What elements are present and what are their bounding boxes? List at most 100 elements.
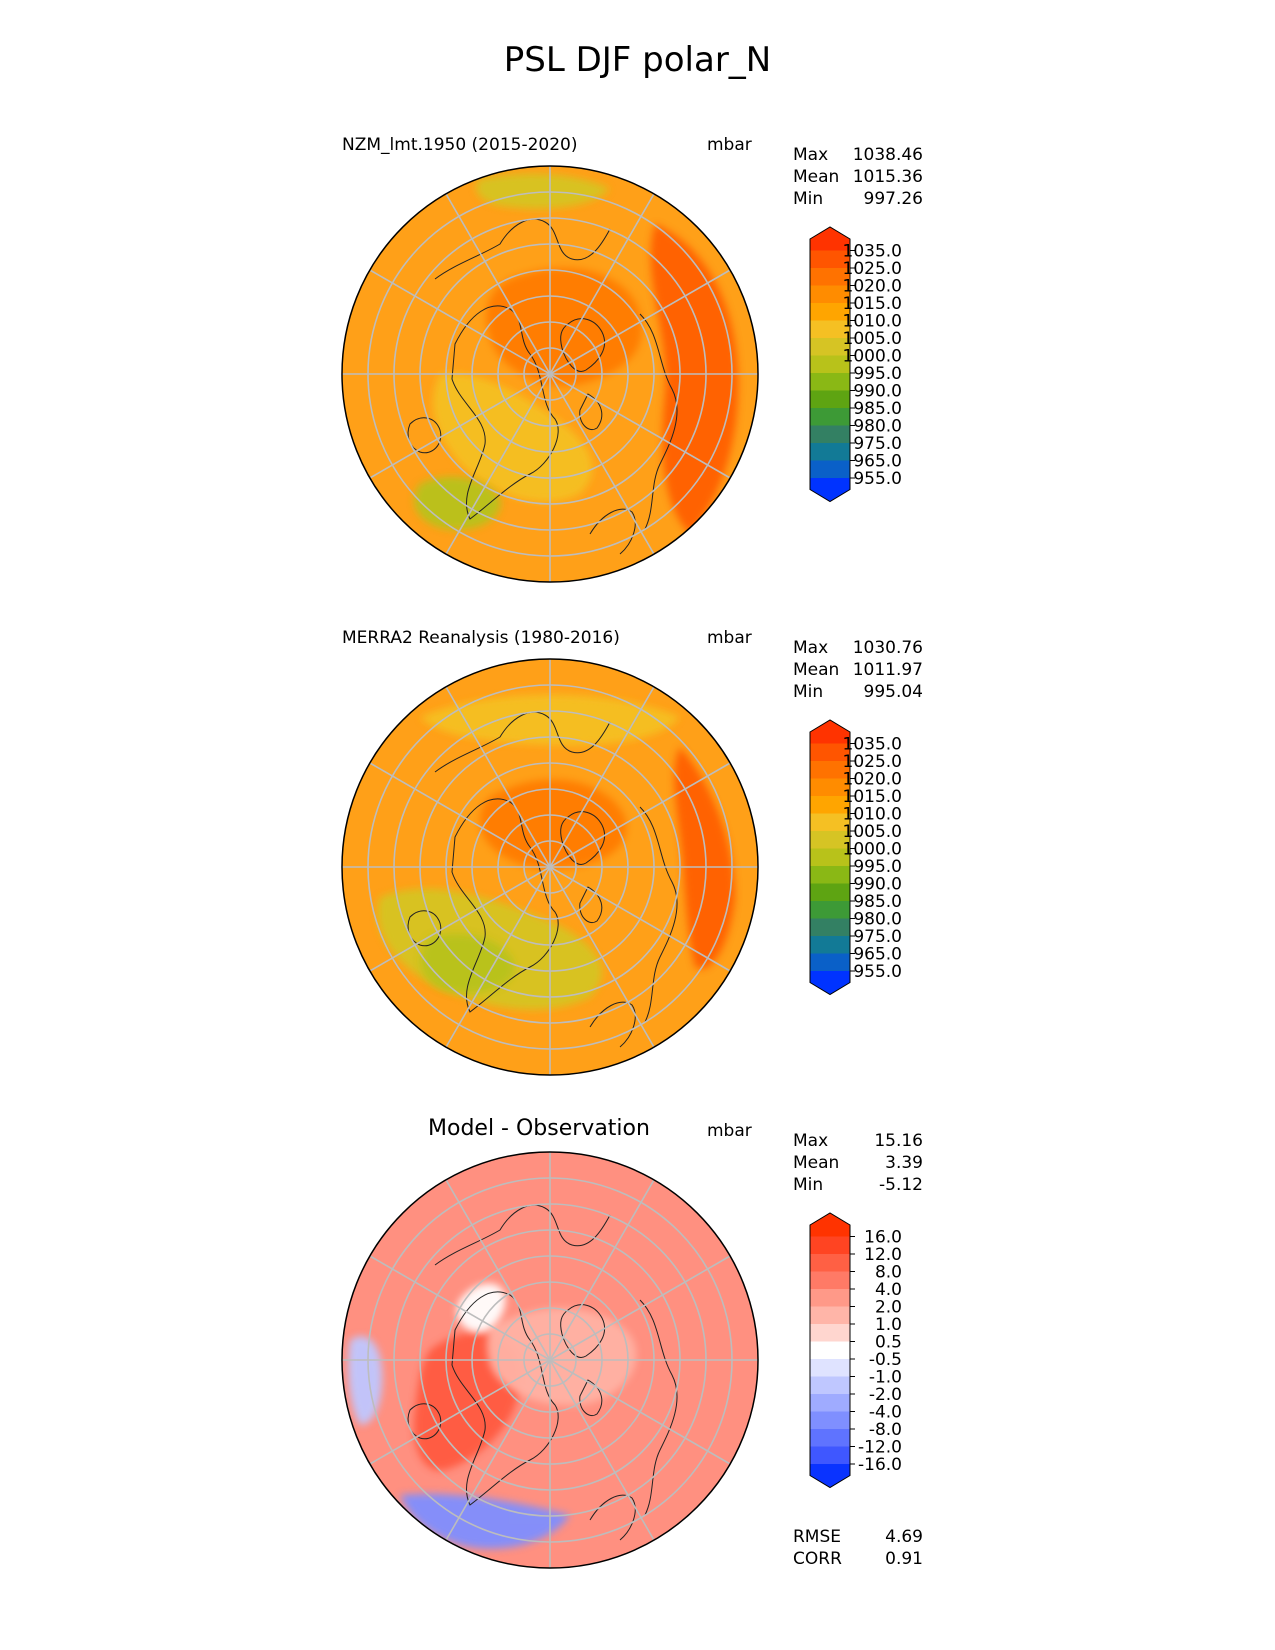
mean-label: Mean [793, 1153, 840, 1173]
coastline [434, 218, 611, 280]
colorbar-label: -1.0 [869, 1368, 902, 1388]
colorbar-label: 1025.0 [843, 752, 902, 772]
colorbar-segment [810, 1213, 850, 1237]
longitude-gridline [369, 1359, 551, 1465]
panel-title: NZM_lmt.1950 (2015-2020) [342, 135, 578, 155]
colorbar-segment [810, 1324, 850, 1342]
colorbar-segment [810, 1359, 850, 1377]
colorbar-segment [810, 813, 850, 832]
colorbar-segment [810, 1464, 850, 1488]
colorbar-label: 1.0 [875, 1315, 902, 1335]
colorbar-label: 965.0 [853, 945, 902, 965]
stats-box: Max 1030.76 Mean 1011.97 Min 995.04 [793, 637, 923, 703]
colorbar-segment [810, 355, 850, 374]
colorbar-segment [810, 761, 850, 779]
rmse-value: 4.69 [885, 1527, 923, 1547]
panel-title: MERRA2 Reanalysis (1980-2016) [342, 628, 620, 648]
colorbar-segment [810, 1271, 850, 1290]
colorbar-segment [810, 743, 850, 762]
colorbar-outline [809, 226, 851, 503]
units-label: mbar [707, 135, 752, 155]
colorbar-label: 1005.0 [843, 329, 902, 349]
longitude-gridline [549, 762, 731, 868]
colorbar-segment [810, 1236, 850, 1255]
colorbar-segment [810, 1376, 850, 1395]
colorbar-segment [810, 268, 850, 286]
panel-title: Model - Observation [428, 1116, 650, 1141]
colorbar: 1035.01025.01020.01015.01010.01005.01000… [809, 226, 902, 503]
colorbar-segment [810, 1411, 850, 1430]
metrics-box: RMSE 4.69 CORR 0.91 [793, 1526, 923, 1570]
colorbar-segment [810, 1306, 850, 1325]
longitude-gridline [445, 686, 551, 868]
colorbar-label: 1015.0 [843, 294, 902, 314]
panel-observation: MERRA2 Reanalysis (1980-2016) mbar Max 10… [0, 623, 1275, 1103]
colorbar: 16.012.08.04.02.01.00.5-0.5-1.0-2.0-4.0-… [809, 1212, 902, 1489]
longitude-gridline [549, 1179, 655, 1361]
colorbar-label: 1000.0 [843, 840, 902, 860]
colorbar-segment [810, 901, 850, 919]
colorbar-segment [810, 1446, 850, 1465]
coastline [560, 318, 606, 372]
colorbar-label: -8.0 [869, 1420, 902, 1440]
rmse-label: RMSE [793, 1527, 842, 1547]
coastline [639, 313, 678, 530]
colorbar-label: 955.0 [853, 469, 902, 489]
colorbar: 1035.01025.01020.01015.01010.01005.01000… [809, 719, 902, 996]
colorbar-segment [810, 390, 850, 409]
map-boundary [341, 658, 759, 1076]
max-value: 1038.46 [852, 145, 923, 165]
colorbar-label: -2.0 [869, 1385, 902, 1405]
colorbar-outline [809, 1212, 851, 1489]
longitude-gridline [369, 762, 551, 868]
colorbar-label: 990.0 [853, 875, 902, 895]
colorbar-outline [809, 719, 851, 996]
colorbar-segment [810, 425, 850, 444]
colorbar-label: 1000.0 [843, 347, 902, 367]
field-region [420, 933, 515, 994]
colorbar-label: 2.0 [875, 1298, 902, 1318]
colorbar-label: 4.0 [875, 1280, 902, 1300]
coastline [639, 1299, 678, 1516]
longitude-gridline [549, 686, 655, 868]
coastline [434, 1204, 611, 1266]
longitude-gridline [549, 373, 655, 555]
colorbar-segment [810, 918, 850, 937]
min-label: Min [793, 1175, 824, 1195]
mean-label: Mean [793, 167, 840, 187]
colorbar-segment [810, 848, 850, 867]
field-region [674, 747, 735, 969]
mean-value: 3.39 [885, 1153, 923, 1173]
polar-map [341, 165, 759, 583]
field-region [476, 173, 610, 209]
colorbar-segment [810, 285, 850, 304]
panel-difference: Model - Observation mbar Max 15.16 Mean 3.… [0, 1116, 1275, 1596]
max-label: Max [793, 1131, 829, 1151]
longitude-gridline [549, 269, 731, 375]
mean-value: 1015.36 [852, 167, 923, 187]
corr-value: 0.91 [885, 1549, 923, 1569]
colorbar-segment [810, 320, 850, 339]
colorbar-label: 985.0 [853, 399, 902, 419]
longitude-gridline [369, 269, 551, 375]
stats-box: Max 1038.46 Mean 1015.36 Min 997.26 [793, 144, 923, 210]
colorbar-label: 16.0 [864, 1228, 902, 1248]
colorbar-segment [810, 227, 850, 251]
colorbar-segment [810, 303, 850, 321]
coastline [589, 1001, 636, 1048]
polar-map [341, 658, 759, 1076]
max-value: 15.16 [874, 1131, 923, 1151]
longitude-gridline [445, 1359, 551, 1541]
stats-box: Max 15.16 Mean 3.39 Min -5.12 [793, 1130, 923, 1196]
polar-map [341, 1151, 759, 1569]
colorbar-segment [810, 831, 850, 849]
max-label: Max [793, 638, 829, 658]
colorbar-label: -16.0 [858, 1455, 902, 1475]
coastline [434, 711, 611, 773]
colorbar-segment [810, 883, 850, 902]
colorbar-label: 1010.0 [843, 312, 902, 332]
min-value: 995.04 [863, 682, 923, 702]
colorbar-segment [810, 971, 850, 995]
longitude-gridline [369, 866, 551, 972]
colorbar-segment [810, 408, 850, 426]
